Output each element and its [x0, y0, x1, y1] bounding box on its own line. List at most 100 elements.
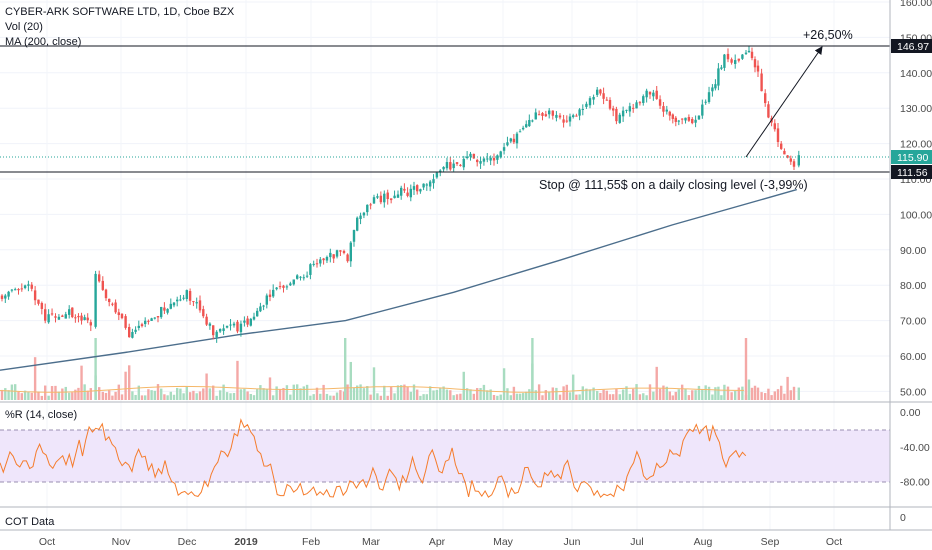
volume-bar — [117, 384, 120, 400]
volume-bar — [655, 366, 658, 400]
candle-body — [773, 123, 776, 130]
candle-body — [704, 101, 707, 103]
volume-bar — [120, 394, 124, 400]
candle-body — [23, 285, 27, 289]
candle-body — [668, 111, 671, 116]
candle-body — [605, 99, 608, 101]
volume-bar — [776, 389, 780, 400]
volume-bar — [20, 393, 23, 400]
volume-bar — [747, 379, 751, 400]
volume-bar — [697, 385, 701, 400]
last-price-tag: 115.90 — [891, 150, 932, 164]
target-arrow[interactable] — [745, 46, 823, 158]
price-axis-tick: 80.00 — [900, 280, 926, 292]
candle-body — [465, 156, 469, 159]
candle-body — [262, 305, 265, 307]
candle-body — [525, 124, 528, 128]
volume-bar — [0, 389, 4, 400]
volume-bar — [7, 390, 10, 400]
volume-bar — [400, 385, 403, 400]
candle-body — [658, 99, 662, 106]
volume-bar — [726, 386, 730, 400]
candle-body — [792, 161, 796, 167]
candle-body — [479, 161, 482, 164]
volume-bar — [562, 386, 565, 400]
candle-body — [419, 189, 422, 192]
volume-bar — [339, 390, 342, 400]
candle-body — [393, 195, 396, 199]
volume-bar — [572, 374, 575, 400]
volume-bar — [4, 388, 7, 400]
candle-body — [575, 115, 578, 117]
candle-body — [652, 92, 655, 97]
candle-body — [469, 153, 472, 157]
candle-body — [428, 181, 432, 187]
volume-bar — [71, 392, 74, 400]
volume-bar — [225, 392, 229, 400]
candle-body — [764, 93, 767, 104]
cot-axis-tick: 0 — [900, 512, 906, 524]
candle-body — [352, 230, 356, 242]
volume-bar — [30, 392, 33, 400]
candle-body — [232, 323, 236, 326]
volume-bar — [47, 395, 50, 400]
volume-bar — [558, 394, 562, 400]
candle-body — [89, 322, 92, 326]
time-axis-tick: Nov — [112, 536, 131, 548]
volume-bar — [602, 389, 605, 400]
wr-axis[interactable]: 0.00 -40.00 -80.00 — [900, 407, 930, 489]
candle-body — [160, 306, 163, 318]
volume-bar — [222, 384, 225, 400]
volume-bar — [40, 395, 44, 400]
volume-bar — [476, 388, 479, 400]
candle-body — [711, 87, 714, 92]
symbol-title: CYBER-ARK SOFTWARE LTD, 1D, Cboe BZX — [5, 6, 235, 18]
volume-bar — [302, 386, 305, 400]
candle-body — [108, 298, 111, 303]
volume-bar — [684, 388, 687, 400]
candle-body — [265, 295, 268, 305]
candle-body — [117, 312, 120, 316]
volume-bar — [403, 384, 406, 400]
volume-bars — [0, 338, 800, 400]
candle-body — [409, 188, 412, 198]
candle-body — [37, 299, 40, 304]
candle-body — [677, 120, 680, 122]
volume-bar — [383, 385, 386, 400]
volume-bar — [108, 390, 111, 400]
candle-body — [61, 315, 64, 317]
candle-body — [726, 53, 730, 60]
volume-bar — [319, 393, 322, 400]
volume-bar — [756, 387, 760, 400]
candle-body — [222, 328, 225, 331]
volume-bar — [312, 394, 315, 400]
volume-bar — [356, 385, 359, 400]
volume-bar — [259, 385, 262, 400]
candle-body — [445, 162, 449, 169]
volume-bar — [80, 365, 83, 400]
candle-body — [252, 316, 256, 320]
candle-body — [128, 327, 131, 338]
candle-body — [767, 104, 770, 118]
candle-body — [674, 117, 677, 122]
volume-bar — [128, 365, 131, 400]
candle-body — [124, 316, 127, 328]
volume-bar — [74, 389, 77, 400]
volume-bar — [789, 390, 792, 400]
stop-tag: 111.56 — [891, 165, 932, 179]
volume-bar — [565, 384, 568, 400]
volume-bar — [182, 393, 185, 400]
candle-body — [212, 325, 215, 336]
volume-bar — [581, 386, 584, 400]
volume-bar — [144, 395, 147, 400]
volume-bar — [185, 386, 188, 400]
volume-bar — [741, 386, 744, 400]
price-axis-tick: 60.00 — [900, 351, 926, 363]
volume-bar — [278, 389, 282, 400]
time-axis[interactable]: Oct Nov Dec 2019 Feb Mar Apr May Jun Jul Aug Sep Oct — [39, 536, 842, 548]
volume-bar — [416, 389, 419, 400]
volume-bar — [701, 389, 704, 400]
candle-body — [592, 96, 595, 100]
candle-body — [439, 170, 442, 172]
candle-body — [558, 115, 562, 118]
